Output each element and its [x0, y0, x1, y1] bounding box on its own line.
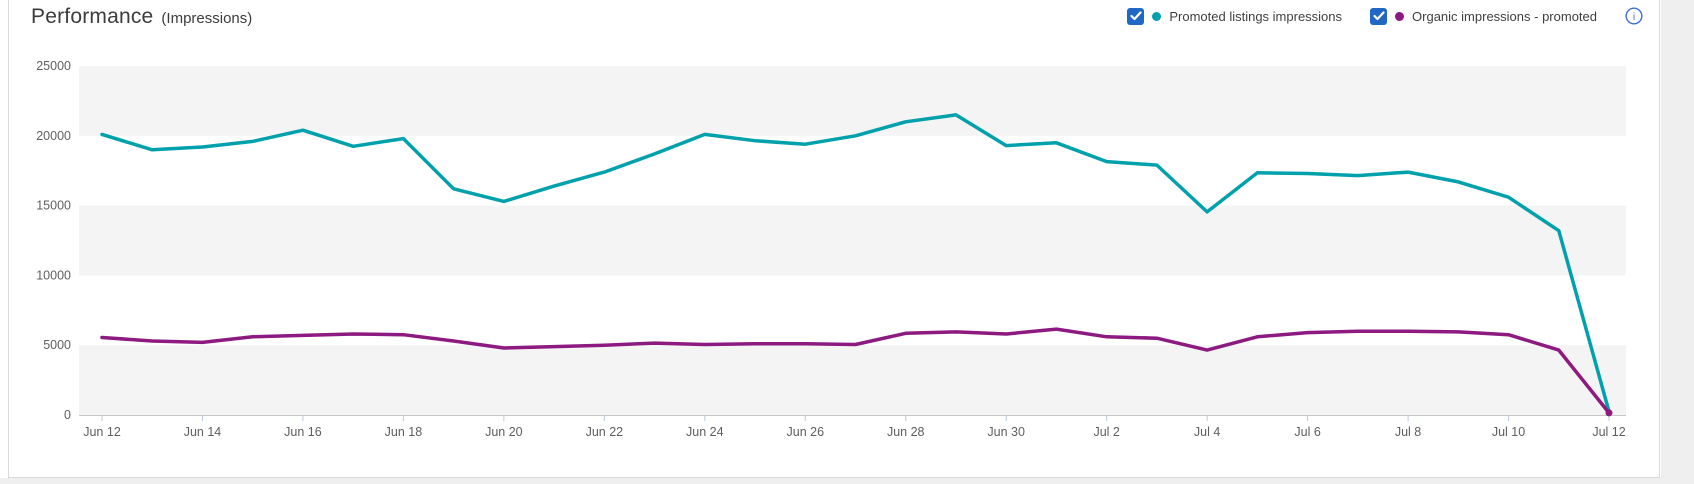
svg-text:i: i — [1633, 11, 1635, 23]
page-title: Performance — [31, 5, 154, 28]
legend-item-1[interactable]: Organic impressions - promoted — [1370, 7, 1597, 25]
x-axis-label: Jun 24 — [686, 425, 724, 439]
x-axis-label: Jun 28 — [887, 425, 925, 439]
x-axis-label: Jun 18 — [385, 425, 423, 439]
x-axis-label: Jul 12 — [1592, 425, 1625, 439]
page-subtitle: (Impressions) — [161, 10, 253, 27]
x-axis-label: Jun 16 — [284, 425, 322, 439]
card-header: Performance (Impressions) — [31, 5, 252, 29]
page-background-right — [1661, 0, 1694, 484]
x-axis-label: Jun 30 — [987, 425, 1025, 439]
series-endpoint-dot — [1605, 409, 1613, 417]
legend-label-0: Promoted listings impressions — [1169, 8, 1343, 24]
performance-card: Performance (Impressions) Promoted listi… — [8, 0, 1660, 478]
y-axis-label: 20000 — [36, 129, 71, 143]
legend-checkbox-1[interactable] — [1370, 7, 1388, 25]
x-axis-label: Jul 2 — [1093, 425, 1119, 439]
impressions-line-chart: Jun 12 Jun 14 Jun 16 Jun 18 Jun 20 Jun 22 Jun … — [36, 59, 1626, 439]
checkmark-icon — [1130, 11, 1142, 21]
x-axis-label: Jul 8 — [1395, 425, 1421, 439]
y-axis-label: 5000 — [43, 338, 71, 352]
legend-item-0[interactable]: Promoted listings impressions — [1127, 7, 1343, 25]
chart-legend: Promoted listings impressions Organic imp… — [1127, 7, 1643, 25]
y-axis-label: 15000 — [36, 199, 71, 213]
x-axis-label: Jul 10 — [1492, 425, 1525, 439]
checkmark-icon — [1372, 11, 1385, 21]
legend-series-dot-0 — [1152, 11, 1162, 21]
grid-band — [79, 66, 1626, 136]
legend-checkbox-0[interactable] — [1127, 7, 1145, 25]
info-icon[interactable]: i — [1625, 7, 1643, 25]
x-axis-label: Jun 22 — [586, 425, 624, 439]
x-axis-label: Jul 6 — [1294, 425, 1320, 439]
y-axis-label: 25000 — [36, 59, 71, 73]
series-line-0 — [100, 113, 1611, 414]
grid-band — [79, 345, 1626, 415]
x-axis-label: Jun 20 — [485, 425, 523, 439]
series-line-1 — [100, 327, 1611, 415]
x-axis-label: Jun 12 — [83, 425, 121, 439]
y-axis-label: 10000 — [36, 268, 71, 282]
x-axis-label: Jun 26 — [787, 425, 825, 439]
legend-label-1: Organic impressions - promoted — [1412, 8, 1597, 24]
grid-band — [79, 205, 1626, 276]
page-background-bottom — [0, 478, 1694, 484]
legend-series-dot-1 — [1395, 11, 1405, 21]
y-axis-label: 0 — [64, 408, 71, 422]
x-axis-label: Jun 14 — [184, 425, 222, 439]
x-axis-label: Jul 4 — [1194, 425, 1220, 439]
